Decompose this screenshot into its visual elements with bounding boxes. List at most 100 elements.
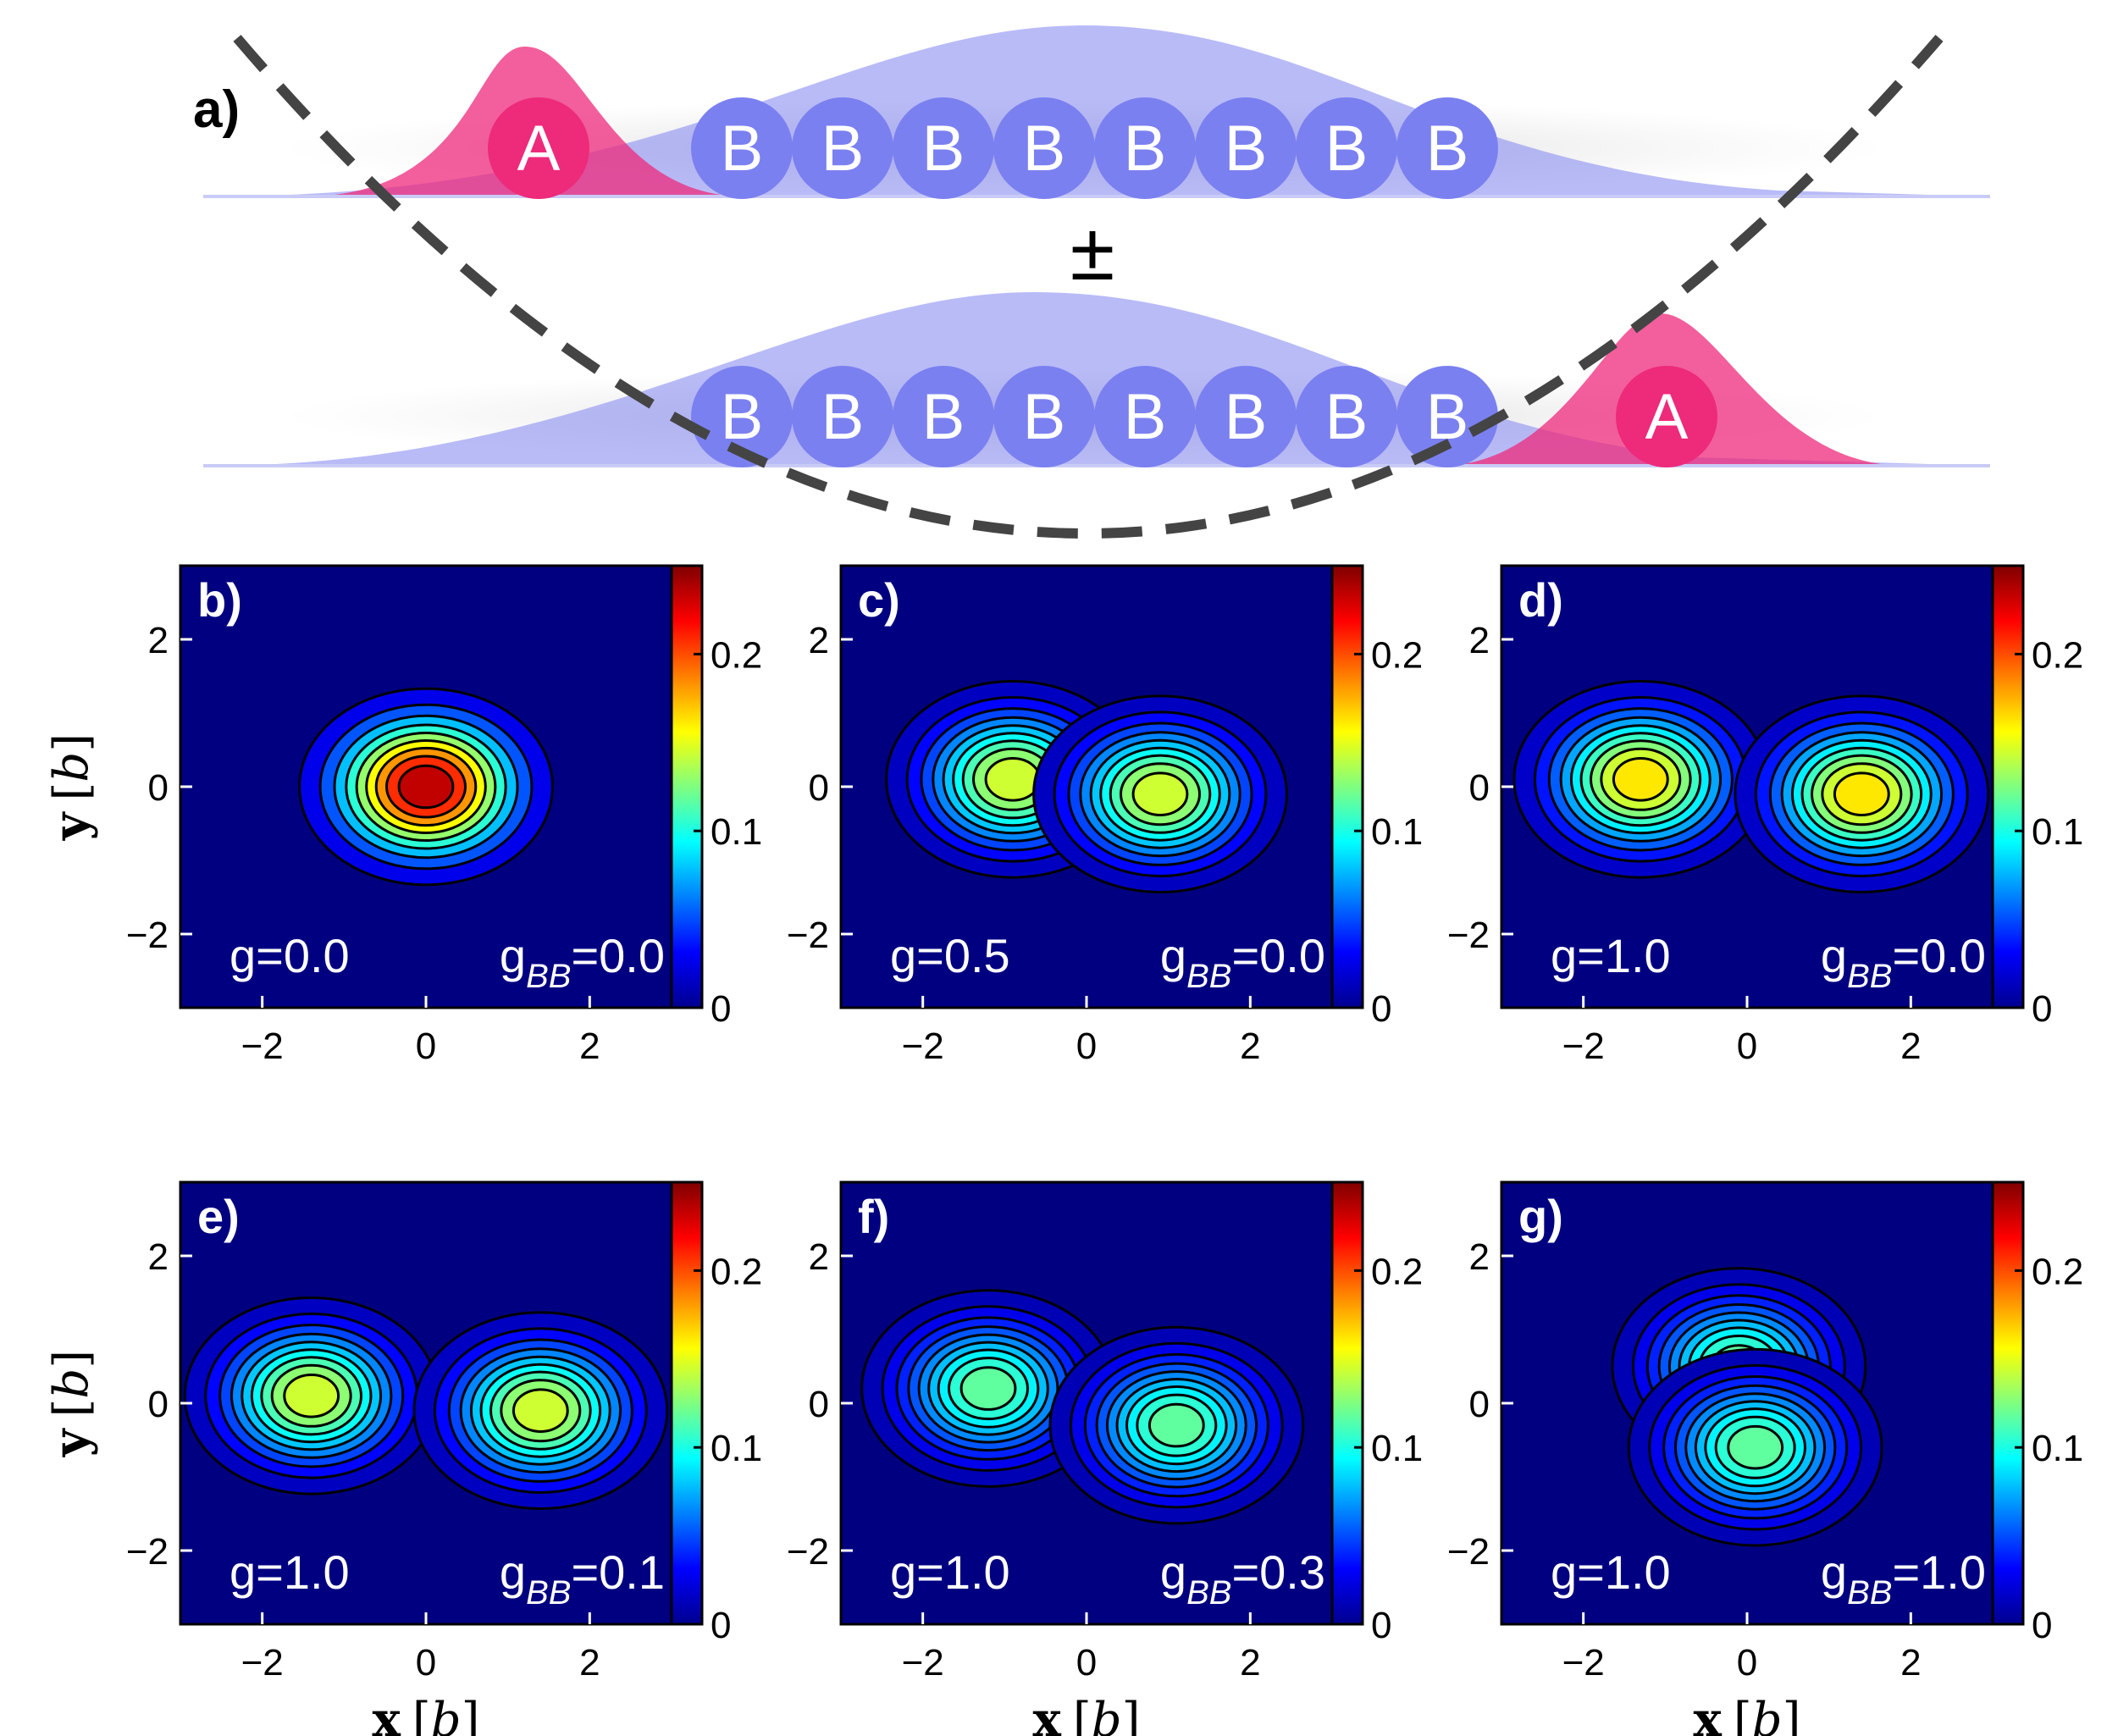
gbb-subscript: BB xyxy=(1847,958,1892,995)
gbb-annotation: gBB=1.0 xyxy=(1821,1545,1986,1612)
atom-B-circle xyxy=(1094,366,1196,467)
gbb-annotation: gBB=0.0 xyxy=(1160,929,1325,995)
x-tick-label: 2 xyxy=(579,1642,600,1683)
atom-B-label: B xyxy=(821,381,865,453)
colorbar-tick-label: 0.2 xyxy=(711,1251,762,1292)
density-field xyxy=(298,687,554,887)
density-contour xyxy=(1833,771,1890,817)
atom-A-label: A xyxy=(1645,381,1689,453)
density-field xyxy=(885,680,1288,894)
colorbar-tick-label: 0.1 xyxy=(2032,1428,2083,1469)
g-annotation: g=0.5 xyxy=(890,929,1010,982)
y-axis-main: y xyxy=(43,1428,99,1457)
colorbar-tick-label: 0.1 xyxy=(711,811,762,853)
B-density-top xyxy=(212,25,1990,196)
atom-B: B xyxy=(1396,97,1498,199)
atoms-top: B B B B B B B BA xyxy=(488,97,1498,199)
x-tick-label: 0 xyxy=(1076,1642,1097,1683)
atom-B-circle xyxy=(1296,97,1397,199)
x-tick-label: 0 xyxy=(1076,1026,1097,1067)
atom-B-label: B xyxy=(1225,381,1268,453)
gbb-main: g xyxy=(1821,1545,1847,1599)
atom-B-label: B xyxy=(1426,113,1469,185)
atom-B: B xyxy=(1094,97,1196,199)
atom-B-circle xyxy=(1396,366,1498,467)
gbb-subscript: BB xyxy=(526,958,571,995)
atom-A: A xyxy=(1616,366,1717,467)
gbb-annotation: gBB=0.0 xyxy=(1821,929,1986,995)
atom-B-circle xyxy=(1296,366,1397,467)
x-tick-label: 2 xyxy=(1900,1026,1921,1067)
x-axis-main: x xyxy=(1033,1692,1062,1736)
x-axis-bracket-close: ] xyxy=(462,1693,480,1736)
atom-B-label: B xyxy=(1124,113,1167,185)
density-peak xyxy=(183,1296,440,1496)
atom-B-label: B xyxy=(1325,381,1369,453)
x-axis-bracket-open: [ xyxy=(1734,1693,1752,1736)
gbb-main: g xyxy=(500,929,526,982)
density-peak xyxy=(1512,680,1769,879)
atom-B: B xyxy=(792,97,893,199)
y-tick-label: 2 xyxy=(148,1236,169,1278)
gbb-main: g xyxy=(1821,929,1847,982)
atom-B: B xyxy=(1195,366,1297,467)
colorbar xyxy=(670,564,704,1009)
y-axis-label: y [b] xyxy=(43,1350,99,1457)
density-contour xyxy=(959,1366,1017,1411)
density-peak xyxy=(412,1311,669,1510)
colorbar-tick-label: 0.2 xyxy=(2032,1251,2083,1292)
x-axis-unit: b xyxy=(1752,1693,1783,1736)
density-panel-f: −2 −2 0 0 2 2 f) g=1.0 gBB=0.3 0 0.1 0.2 x [b] xyxy=(787,1180,1423,1736)
atom-B-circle xyxy=(893,366,994,467)
x-axis-label: x [b] xyxy=(373,1692,480,1736)
atom-A-label: A xyxy=(517,113,561,185)
colorbar-tick-label: 0.1 xyxy=(1371,811,1423,853)
density-peak xyxy=(1032,694,1288,894)
gbb-annotation: gBB=0.0 xyxy=(500,929,665,995)
x-tick-label: 0 xyxy=(416,1026,436,1067)
colorbar-tick-label: 0 xyxy=(711,1605,731,1646)
y-axis-main: y xyxy=(43,811,99,841)
density-contour xyxy=(397,764,455,810)
gbb-subscript: BB xyxy=(1186,1574,1231,1612)
gbb-annotation: gBB=0.3 xyxy=(1160,1545,1325,1612)
gbb-value: =0.3 xyxy=(1231,1545,1325,1599)
atom-B-label: B xyxy=(922,113,965,185)
y-axis-unit: b xyxy=(44,1368,99,1399)
gbb-value: =0.0 xyxy=(571,929,665,982)
atom-B: B xyxy=(1296,366,1397,467)
panel-label: d) xyxy=(1518,573,1563,627)
plus-minus-sign: ± xyxy=(1070,207,1115,297)
atom-B: B xyxy=(691,366,793,467)
y-axis-bracket-close: ] xyxy=(44,1350,99,1368)
x-tick-label: −2 xyxy=(902,1642,944,1683)
colorbar-tick-label: 0.2 xyxy=(2032,634,2083,676)
g-annotation: g=0.0 xyxy=(229,929,350,982)
atom-B-circle xyxy=(1195,97,1297,199)
atom-B: B xyxy=(1396,366,1498,467)
colorbar xyxy=(670,1180,704,1626)
atom-A-circle xyxy=(488,97,589,199)
x-tick-label: 2 xyxy=(1240,1642,1260,1683)
panel-label: g) xyxy=(1518,1190,1563,1243)
atom-B-label: B xyxy=(1023,381,1066,453)
colorbar-tick-label: 0 xyxy=(1371,988,1391,1030)
x-tick-label: 0 xyxy=(1737,1026,1757,1067)
y-tick-label: −2 xyxy=(787,1531,829,1573)
atom-B-circle xyxy=(691,366,793,467)
panel-label: f) xyxy=(858,1190,889,1243)
x-tick-label: 2 xyxy=(1900,1642,1921,1683)
colorbar xyxy=(1330,564,1364,1009)
atom-B: B xyxy=(1195,97,1297,199)
atom-B: B xyxy=(1094,366,1196,467)
y-tick-label: 2 xyxy=(809,1236,829,1278)
atom-B: B xyxy=(893,97,994,199)
density-contour xyxy=(1727,1424,1784,1470)
y-tick-label: 0 xyxy=(148,1384,169,1425)
x-axis-label: x [b] xyxy=(1694,1692,1801,1736)
density-field xyxy=(1512,680,1990,894)
